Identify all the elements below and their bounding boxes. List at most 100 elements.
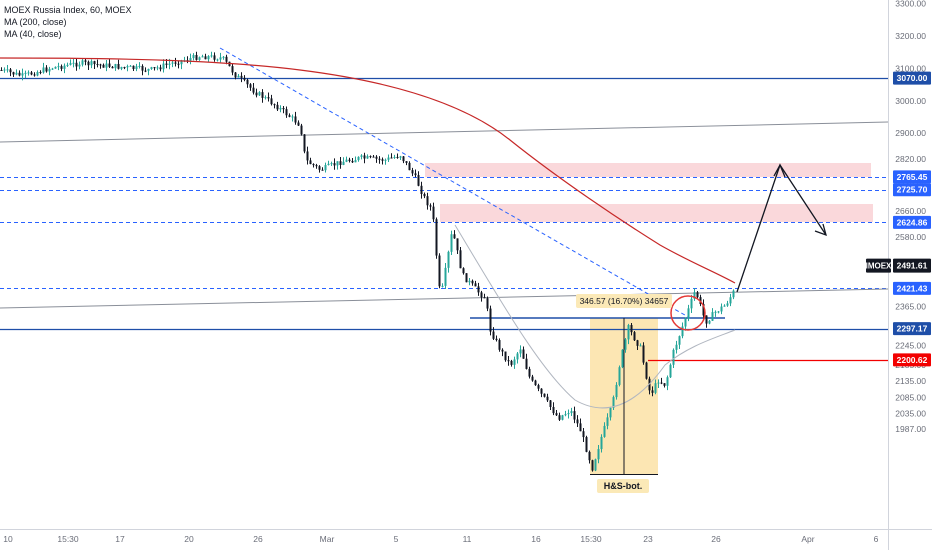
candle-body (654, 383, 657, 393)
candle-body (417, 175, 420, 186)
candle-body (372, 156, 375, 158)
candle-body (171, 62, 174, 64)
candle-body (456, 238, 459, 251)
candle-body (507, 360, 510, 362)
resistance-zone-upper (425, 163, 871, 177)
y-tick-label: 2660.00 (895, 206, 926, 216)
y-tick-label: 2580.00 (895, 232, 926, 242)
candle-body (36, 71, 39, 76)
candle-body (528, 368, 531, 377)
candle-body (51, 68, 54, 70)
y-tick-label: 3200.00 (895, 31, 926, 41)
candle-body (462, 268, 465, 274)
candle-body (474, 283, 477, 287)
y-tick-label: 2085.00 (895, 392, 926, 402)
candle-body (327, 163, 330, 166)
candle-body (732, 290, 735, 298)
candle-body (150, 67, 153, 69)
price-tag-label: 2297.17 (897, 324, 928, 334)
candle-body (225, 56, 228, 62)
candle-body (360, 155, 363, 157)
candle-body (663, 383, 666, 386)
candle-body (243, 77, 246, 80)
x-tick-label: 11 (463, 534, 472, 544)
candle-body (138, 65, 141, 67)
price-tag-label: 3070.00 (897, 73, 928, 83)
candle-body (543, 393, 546, 397)
candle-body (78, 64, 81, 67)
x-tick-label: 15:30 (57, 534, 79, 544)
candle-body (345, 159, 348, 162)
candle-body (57, 66, 60, 68)
candle-body (615, 384, 618, 398)
candle-body (420, 185, 423, 194)
y-tick-label: 2365.00 (895, 302, 926, 312)
candle-body (489, 308, 492, 332)
x-tick-label: 6 (874, 534, 879, 544)
candle-body (15, 72, 18, 75)
candle-body (480, 292, 483, 298)
candle-body (627, 325, 630, 340)
candle-body (99, 64, 102, 66)
candle-body (591, 460, 594, 471)
candle-body (501, 349, 504, 352)
candle-body (567, 413, 570, 415)
candle-body (87, 61, 90, 66)
x-tick-label: Apr (801, 534, 814, 544)
candle-body (702, 304, 705, 316)
x-tick-label: 26 (711, 534, 721, 544)
candle-body (279, 108, 282, 110)
candle-body (153, 67, 156, 69)
candle-body (132, 65, 135, 70)
candle-body (492, 331, 495, 339)
y-tick-label: 2900.00 (895, 128, 926, 138)
candle-body (240, 75, 243, 78)
candle-body (201, 56, 204, 58)
candle-body (438, 255, 441, 287)
candle-body (459, 250, 462, 269)
candle-body (24, 72, 27, 74)
candle-body (198, 57, 201, 60)
candle-body (726, 303, 729, 306)
y-tick-label: 3300.00 (895, 0, 926, 9)
candle-body (33, 74, 36, 76)
candle-body (255, 92, 258, 96)
candle-body (720, 306, 723, 312)
candle-body (276, 104, 279, 110)
price-tag-2200.62 (893, 353, 931, 367)
candle-body (519, 349, 522, 354)
candle-body (555, 413, 558, 416)
candle-body (189, 58, 192, 61)
candle-body (147, 68, 150, 71)
candle-body (195, 54, 198, 60)
candle-body (333, 163, 336, 166)
candle-body (444, 267, 447, 286)
measure-label: 346.57 (16.70%) 34657 (580, 296, 669, 306)
candle-body (273, 104, 276, 106)
candle-body (447, 251, 450, 268)
candle-body (639, 345, 642, 347)
candle-body (21, 73, 24, 76)
candle-body (618, 367, 621, 385)
candle-body (414, 173, 417, 176)
y-tick-label: 2135.00 (895, 376, 926, 386)
candle-body (204, 56, 207, 60)
candle-body (9, 69, 12, 73)
candle-body (81, 60, 84, 65)
candle-body (72, 62, 75, 64)
candle-body (3, 69, 6, 71)
candle-body (120, 67, 123, 69)
candle-body (102, 64, 105, 68)
candle-body (27, 72, 30, 74)
candle-body (111, 66, 114, 69)
ma40-line (454, 224, 736, 409)
candle-body (249, 84, 252, 88)
candle-body (441, 285, 444, 287)
candle-body (294, 116, 297, 123)
downtrend-line (219, 47, 691, 319)
candle-body (549, 400, 552, 407)
candle-body (162, 63, 165, 70)
candle-body (621, 349, 624, 368)
